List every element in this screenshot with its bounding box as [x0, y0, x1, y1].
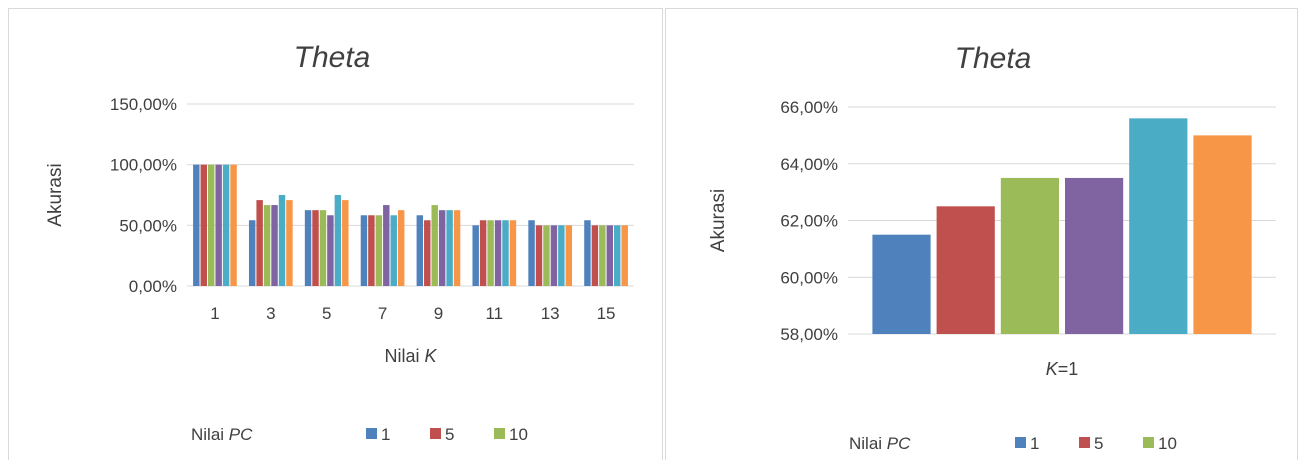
bar — [584, 220, 591, 286]
bar — [334, 195, 342, 286]
bar — [368, 215, 375, 286]
x-axis-label: Nilai K — [384, 346, 437, 366]
legend-label: 10 — [1158, 434, 1177, 453]
bar — [936, 206, 995, 334]
legend-swatch — [1143, 437, 1154, 448]
bar — [591, 225, 599, 286]
x-tick-label: 5 — [322, 304, 331, 323]
x-axis-label: K=1 — [1046, 359, 1079, 379]
y-tick-label: 66,00% — [780, 98, 838, 117]
bar — [342, 200, 349, 286]
bar — [446, 210, 453, 286]
y-axis-label: Akurasi — [45, 163, 66, 226]
bar — [438, 210, 446, 286]
bar — [215, 164, 222, 286]
chart-title: Theta — [955, 42, 1032, 75]
y-tick-label: 150,00% — [110, 95, 177, 114]
legend-label: 1 — [1030, 434, 1039, 453]
bar — [319, 210, 327, 286]
legend-title: Nilai PC — [191, 425, 253, 444]
bar — [453, 210, 461, 286]
x-tick-label: 7 — [378, 304, 387, 323]
bar — [397, 210, 405, 286]
y-axis-label: Akurasi — [708, 189, 729, 252]
legend-swatch — [366, 428, 377, 439]
bar — [248, 220, 256, 286]
bar — [230, 164, 237, 286]
bar — [222, 164, 230, 286]
legend-label: 10 — [509, 425, 528, 444]
bar — [550, 225, 558, 286]
x-tick-label: 9 — [434, 304, 443, 323]
bar — [200, 164, 207, 286]
bar — [509, 220, 517, 286]
bar — [494, 220, 502, 286]
bar — [286, 200, 293, 286]
legend-swatch — [1015, 437, 1026, 448]
bar — [1129, 118, 1188, 334]
legend-swatch — [494, 428, 505, 439]
legend-label: 5 — [1094, 434, 1103, 453]
bar — [360, 215, 368, 286]
x-tick-label: 1 — [210, 304, 219, 323]
bar — [375, 215, 383, 286]
legend-label: 1 — [381, 425, 390, 444]
x-tick-label: 11 — [485, 304, 503, 323]
chart-panel-left: Theta 0,00% 50,00% 100,00% 150,00% Akurasi 1 3 5… — [8, 8, 663, 460]
bar — [565, 225, 573, 286]
bar — [383, 205, 390, 286]
bar — [1065, 177, 1124, 334]
bar — [304, 210, 312, 286]
bar — [424, 220, 431, 286]
bar — [327, 215, 334, 286]
y-tick-label: 60,00% — [780, 268, 838, 287]
bar — [207, 164, 215, 286]
bar — [1193, 135, 1252, 334]
bar — [312, 210, 319, 286]
bar — [271, 205, 278, 286]
x-tick-label: 3 — [266, 304, 275, 323]
bar — [543, 225, 550, 286]
bar — [606, 225, 614, 286]
legend-label: 5 — [445, 425, 454, 444]
bar — [558, 225, 565, 286]
bar — [278, 195, 286, 286]
bar — [479, 220, 487, 286]
y-tick-label: 64,00% — [780, 155, 838, 174]
y-tick-label: 62,00% — [780, 212, 838, 231]
bar — [431, 205, 438, 286]
y-tick-label: 100,00% — [110, 156, 177, 175]
y-tick-label: 0,00% — [129, 277, 177, 296]
bar — [263, 205, 271, 286]
bar — [528, 220, 535, 286]
chart-panel-right: Theta 58,00% 60,00% 62,00% 64,00% 66,00% Akura… — [665, 8, 1298, 460]
bar — [621, 225, 628, 286]
legend-swatch — [430, 428, 441, 439]
bar — [193, 164, 200, 286]
bar — [390, 215, 397, 286]
x-tick-label: 13 — [541, 304, 560, 323]
y-tick-label: 50,00% — [119, 216, 177, 235]
bar — [599, 225, 606, 286]
chart-right-svg: Theta 58,00% 60,00% 62,00% 64,00% 66,00% Akura… — [708, 42, 1276, 453]
bar — [472, 225, 479, 286]
bar — [416, 215, 424, 286]
y-tick-label: 58,00% — [780, 325, 838, 344]
bar — [535, 225, 543, 286]
legend-swatch — [1079, 437, 1090, 448]
legend-title: Nilai PC — [849, 434, 911, 453]
bar — [872, 234, 931, 334]
x-tick-label: 15 — [597, 304, 616, 323]
bar — [502, 220, 509, 286]
bar — [614, 225, 621, 286]
bar — [487, 220, 494, 286]
chart-title: Theta — [294, 41, 371, 74]
bar — [1000, 177, 1059, 334]
bar — [256, 200, 263, 286]
